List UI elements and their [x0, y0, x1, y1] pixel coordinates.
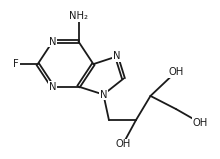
Text: N: N [49, 82, 56, 92]
Text: OH: OH [193, 118, 208, 128]
Text: OH: OH [169, 67, 184, 77]
Text: F: F [13, 59, 19, 69]
Text: OH: OH [115, 139, 130, 149]
Text: N: N [49, 37, 56, 47]
Text: N: N [100, 90, 107, 100]
Text: NH₂: NH₂ [69, 11, 88, 21]
Text: N: N [113, 52, 120, 62]
